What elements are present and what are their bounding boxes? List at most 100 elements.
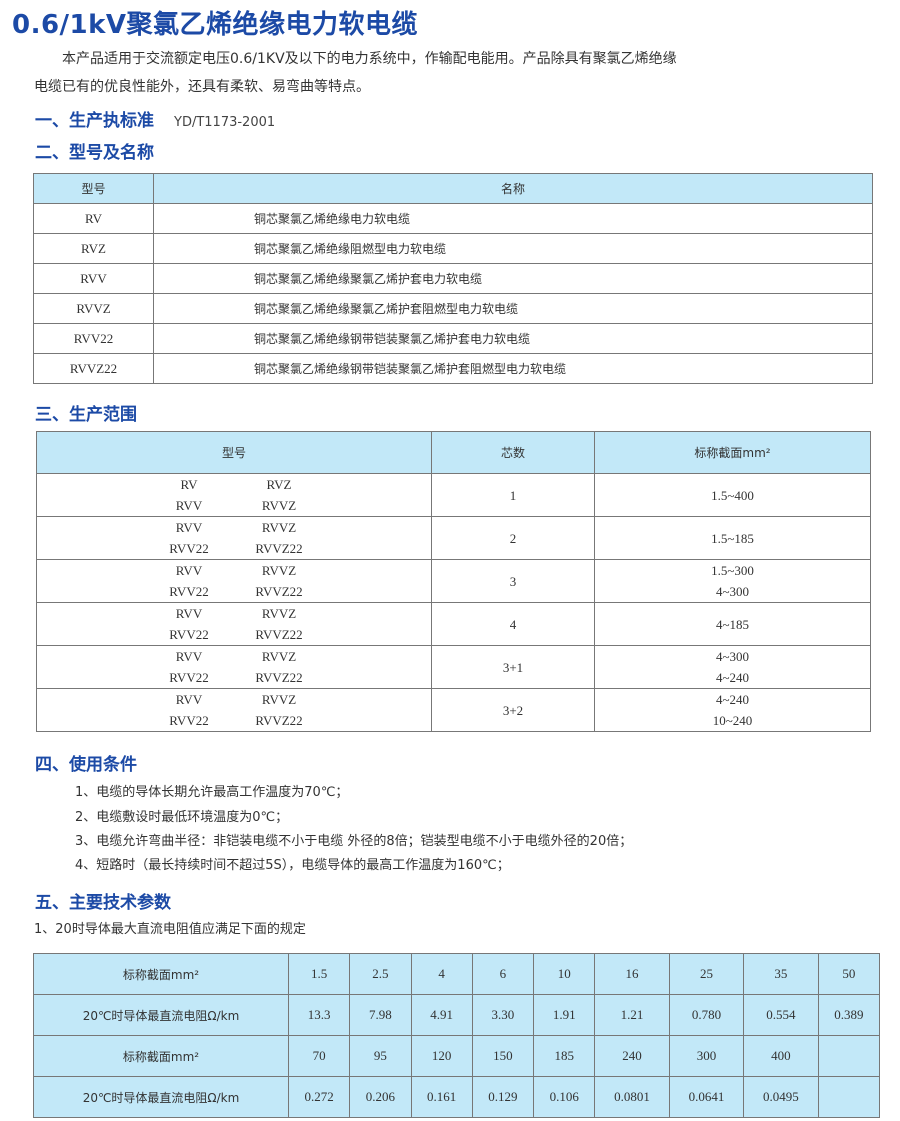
table-row: RVV RVVZ RVV22 RVVZ22 3 1.5~300 4~300	[36, 559, 871, 603]
model-code: RVV22	[169, 584, 209, 599]
model-pair: RVV22 RVVZ22	[37, 667, 431, 688]
model-code: RVVZ	[261, 649, 297, 664]
model-pair: RVV RVVZ	[37, 603, 431, 624]
model-cell: RVV	[33, 263, 154, 294]
value-cell: 300	[668, 1035, 745, 1077]
model-code: RVVZ22	[255, 713, 303, 728]
model-code: RVVZ22	[255, 584, 303, 599]
model-pair: RVV22 RVVZ22	[37, 624, 431, 645]
model-code: RVV	[175, 498, 203, 513]
model-cell: RV	[33, 203, 154, 234]
model-code: RVV22	[169, 627, 209, 642]
section-range: 4~300	[715, 649, 750, 664]
section-cell: 4~240 10~240	[594, 688, 871, 732]
value-cell: 1.5	[287, 953, 351, 995]
value-cell: 10	[533, 953, 596, 995]
table-row: 标称截面mm² 1.5 2.5 4 6 10 16 25 35 50	[33, 953, 881, 995]
model-code: RVV	[175, 649, 203, 664]
section-range: 4~240	[715, 670, 750, 685]
section-3-heading: 三、生产范围	[35, 405, 137, 425]
model-code: RVVZ	[261, 563, 297, 578]
model-cell: RVVZ22	[33, 353, 154, 384]
value-cell: 400	[743, 1035, 819, 1077]
condition-item: 4、短路时（最长持续时间不超过5S），电缆导体的最高工作温度为160℃；	[75, 858, 510, 873]
table-row: 20℃时导体最直流电阻Ω/km 0.272 0.206 0.161 0.129 0.106…	[33, 1076, 881, 1118]
model-code: RVV	[175, 692, 203, 707]
model-code: RVV	[175, 606, 203, 621]
value-cell: 0.161	[410, 1076, 473, 1118]
model-code: RVVZ	[261, 498, 297, 513]
value-cell: 0.780	[668, 994, 745, 1036]
col-header-model: 型号	[36, 431, 432, 474]
model-cell: RVV22	[33, 323, 154, 354]
section-5-subtitle: 1、20时导体最大直流电阻值应满足下面的规定	[34, 922, 306, 937]
table-row: RVV RVVZ RVV22 RVVZ22 2 1.5~185	[36, 516, 871, 560]
value-cell: 120	[410, 1035, 473, 1077]
section-5-heading: 五、主要技术参数	[35, 893, 171, 913]
value-cell: 2.5	[349, 953, 412, 995]
table-row: RVV22 铜芯聚氯乙烯绝缘钢带铠装聚氯乙烯护套电力软电缆	[33, 323, 873, 354]
model-code: RVVZ	[261, 692, 297, 707]
table-row: RVZ 铜芯聚氯乙烯绝缘阻燃型电力软电缆	[33, 233, 873, 264]
section-range: 4~185	[715, 616, 750, 632]
model-pair: RVV22 RVVZ22	[37, 710, 431, 731]
col-header-model: 型号	[33, 173, 154, 204]
table-row: RV RVZ RVV RVVZ 1 1.5~400	[36, 473, 871, 517]
condition-item: 2、电缆敷设时最低环境温度为0℃；	[75, 810, 289, 825]
section-range: 1.5~185	[711, 530, 754, 546]
resistance-table: 标称截面mm² 1.5 2.5 4 6 10 16 25 35 50 20℃时导体最直流电阻Ω/km…	[33, 953, 881, 1118]
section-cell: 4~300 4~240	[594, 645, 871, 689]
condition-item: 1、电缆的导体长期允许最高工作温度为70℃；	[75, 785, 349, 800]
value-cell: 1.91	[533, 994, 596, 1036]
model-pair: RVV RVVZ	[37, 495, 431, 516]
value-cell: 35	[743, 953, 819, 995]
model-code: RV	[180, 477, 198, 492]
value-cell: 0.0641	[668, 1076, 745, 1118]
name-cell: 铜芯聚氯乙烯绝缘阻燃型电力软电缆	[153, 233, 873, 264]
value-cell: 13.3	[287, 994, 351, 1036]
intro-line-2: 电缆已有的优良性能外，还具有柔软、易弯曲等特点。	[34, 79, 370, 95]
cores-cell: 2	[431, 516, 595, 560]
cores-cell: 1	[431, 473, 595, 517]
value-cell: 0.272	[287, 1076, 351, 1118]
section-range: 1.5~300	[711, 563, 754, 578]
model-cell: RVVZ	[33, 293, 154, 324]
model-name-table: 型号 名称 RV 铜芯聚氯乙烯绝缘电力软电缆 RVZ 铜芯聚氯乙烯绝缘阻燃型电力软电缆 R…	[33, 173, 873, 384]
model-pair: RVV RVVZ	[37, 560, 431, 581]
model-pair: RVV22 RVVZ22	[37, 538, 431, 559]
model-code: RVV22	[169, 541, 209, 556]
model-code: RVZ	[266, 477, 292, 492]
value-cell: 0.389	[817, 994, 881, 1036]
value-cell: 0.206	[349, 1076, 412, 1118]
section-2-heading: 二、型号及名称	[35, 143, 154, 163]
models-cell: RV RVZ RVV RVVZ	[36, 473, 432, 517]
value-cell: 7.98	[349, 994, 412, 1036]
section-1-heading: 一、生产执标准 YD/T1173-2001	[35, 106, 275, 131]
models-cell: RVV RVVZ RVV22 RVVZ22	[36, 688, 432, 732]
name-cell: 铜芯聚氯乙烯绝缘钢带铠装聚氯乙烯护套电力软电缆	[153, 323, 873, 354]
model-pair: RVV22 RVVZ22	[37, 581, 431, 602]
model-code: RVVZ22	[255, 670, 303, 685]
value-cell: 185	[533, 1035, 596, 1077]
value-cell: 4.91	[410, 994, 473, 1036]
standard-code: YD/T1173-2001	[174, 115, 276, 130]
model-cell: RVZ	[33, 233, 154, 264]
model-code: RVV22	[169, 713, 209, 728]
intro-line-1: 本产品适用于交流额定电压0.6/1KV及以下的电力系统中，作输配电能用。产品除具…	[62, 51, 677, 67]
section-cell: 1.5~300 4~300	[594, 559, 871, 603]
value-cell: 150	[471, 1035, 535, 1077]
row-label: 标称截面mm²	[33, 953, 289, 995]
model-code: RVV22	[169, 670, 209, 685]
cores-cell: 4	[431, 602, 595, 646]
section-cell: 4~185	[594, 602, 871, 646]
name-cell: 铜芯聚氯乙烯绝缘聚氯乙烯护套电力软电缆	[153, 263, 873, 294]
value-cell: 0.129	[471, 1076, 535, 1118]
value-cell: 4	[410, 953, 473, 995]
name-cell: 铜芯聚氯乙烯绝缘电力软电缆	[153, 203, 873, 234]
production-range-table: 型号 芯数 标称截面mm² RV RVZ RVV RVVZ 1 1.5~400 RVV RVVZ R…	[36, 431, 871, 732]
value-cell: 70	[287, 1035, 351, 1077]
section-cell: 1.5~400	[594, 473, 871, 517]
value-cell: 3.30	[471, 994, 535, 1036]
section-range: 4~240	[715, 692, 750, 707]
value-cell: 6	[471, 953, 535, 995]
